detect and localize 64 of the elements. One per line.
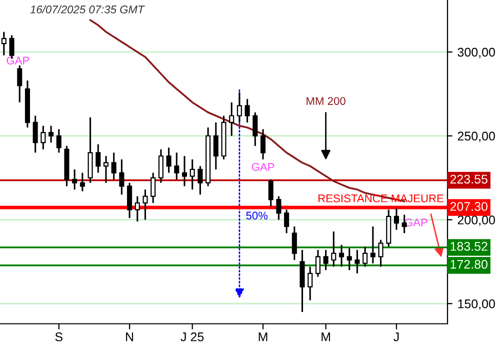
text: MM 200 [306,97,346,105]
y-tick-label: 250,00 [458,132,495,142]
candlestick [308,266,313,302]
candlestick [252,112,258,147]
candlestick [48,125,54,144]
candlestick [229,102,234,137]
x-tick-label: J [394,332,399,342]
x-tick-label: M [258,332,268,342]
candlestick [354,249,360,274]
candlestick [378,239,384,268]
candlestick [292,226,297,261]
candlestick [268,178,274,208]
annotation: RESISTANCE MAJEURE [318,194,444,202]
candlestick [1,31,6,56]
annotation: 16/07/2025 07:35 GMT [30,5,145,14]
candlestick [56,128,62,154]
annotation: GAP [6,56,30,64]
candlestick [96,143,101,174]
candlestick [315,249,320,278]
ref-line-label: 207.30 [450,202,488,211]
candlestick [158,148,164,184]
candlestick [111,152,116,180]
candlestick [182,155,188,187]
candlestick [127,182,132,219]
ref-line-label: 183.52 [450,242,488,251]
candlestick [370,226,376,264]
candlestick [72,168,78,190]
ref-line-label: 172.80 [450,260,488,269]
y-tick-label: 300,00 [458,48,495,58]
candlestick [103,155,109,184]
candlestick [190,158,195,190]
annotation: 50% [246,212,268,220]
candlestick [323,249,328,271]
candlestick [260,128,266,160]
ref-line-label: 223.55 [450,174,488,184]
x-tick-label: M [322,332,330,342]
y-tick-label: 200,00 [458,216,495,226]
annotation: GAP [252,163,274,171]
candlestick [80,172,85,192]
candlestick [244,98,250,124]
x-tick-label: S [55,332,62,342]
x-tick-label: N [126,332,134,342]
candlestick [338,244,344,268]
candlestick [119,158,124,196]
x-tick-label: J 25 [180,332,204,342]
candlestick [276,196,282,221]
candlestick [32,114,38,154]
candlestick [402,214,407,234]
candlestick [346,248,352,271]
candlestick [198,165,203,196]
candlestick [362,246,368,268]
candlestick [17,64,22,104]
candlestick [134,196,140,222]
candlestick [394,207,399,231]
candlestick [174,152,180,180]
candlestick [166,146,172,174]
candlestick [284,208,290,234]
candlestick [40,125,46,150]
y-tick-label: 150,00 [458,299,495,310]
candlestick [331,230,336,268]
candlestick [213,122,218,170]
candlestick [236,91,242,124]
candlestick [150,172,156,204]
candlestick [142,188,148,221]
